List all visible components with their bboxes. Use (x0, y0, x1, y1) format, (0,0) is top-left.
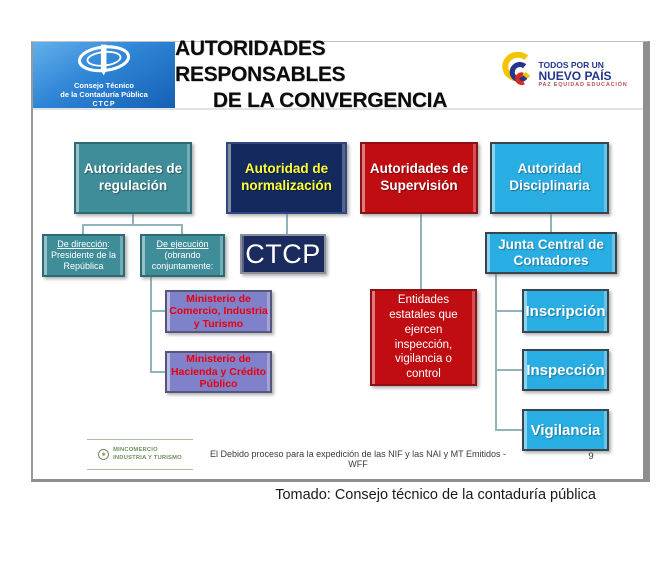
box-label: Ministerio de Comercio, Industria y Turi… (169, 292, 268, 330)
slide-title: AUTORIDADES RESPONSABLES DE LA CONVERGEN… (175, 37, 485, 112)
ctcp-logo: Consejo Técnico de la Contaduría Pública… (33, 42, 175, 108)
connector (82, 224, 183, 226)
box-label: Autoridades de regulación (83, 161, 183, 193)
connector (495, 310, 522, 312)
box-label: Vigilancia (530, 421, 601, 439)
box-label: Ministerio de Hacienda y Crédito Público (170, 353, 267, 391)
connector (286, 214, 288, 234)
connector (550, 214, 552, 232)
connector (150, 277, 152, 373)
connector (132, 214, 134, 224)
connector (495, 369, 522, 371)
page-number: 9 (588, 451, 594, 462)
box-autoridades-supervision: Autoridades de Supervisión (360, 142, 478, 214)
box-inspeccion: Inspección (522, 349, 609, 391)
box-de-direccion: De dirección: Presidente de la República (42, 234, 125, 277)
box-label: Autoridad Disciplinaria (509, 161, 590, 193)
title-line-1: AUTORIDADES RESPONSABLES (175, 36, 346, 86)
box-label: Junta Central de Contadores (498, 236, 604, 268)
box-vigilancia: Vigilancia (522, 409, 609, 451)
box-label: De dirección: Presidente de la República (50, 239, 117, 271)
connector (150, 310, 165, 312)
connector (495, 274, 497, 431)
box-label: Inscripción (525, 302, 606, 320)
box-ctcp: CTCP (240, 234, 326, 274)
connector (495, 429, 522, 431)
colombia-swirl-icon (500, 51, 534, 100)
connector (420, 214, 422, 289)
mincomercio-logo: ⚛ MINCOMERCIO INDUSTRIA Y TURISMO (87, 439, 193, 470)
box-label: CTCP (245, 238, 321, 269)
ctcp-logo-name-line1: Consejo Técnico (73, 81, 134, 90)
box-de-ejecucion: De ejecución (obrando conjuntamente: (140, 234, 225, 277)
ctcp-logo-name-line2: de la Contaduría Pública (60, 90, 148, 100)
box-ministerio-comercio: Ministerio de Comercio, Industria y Turi… (165, 290, 272, 333)
ctcp-oval-pen-icon (73, 42, 135, 81)
caption: Tomado: Consejo técnico de la contaduría… (275, 487, 596, 503)
gov-logo-text: TODOS POR UN NUEVO PAÍS PAZ EQUIDAD EDUC… (538, 59, 628, 89)
box-label: Autoridades de Supervisión (369, 161, 469, 193)
box-ministerio-hacienda: Ministerio de Hacienda y Crédito Público (165, 351, 272, 393)
gov-logo-tagline: PAZ EQUIDAD EDUCACIÓN (538, 82, 628, 89)
box-autoridades-regulacion: Autoridades de regulación (74, 142, 192, 214)
title-line-2: DE LA CONVERGENCIA (212, 89, 448, 113)
connector (82, 224, 84, 234)
box-label: Entidades estatales que ejercen inspecci… (389, 293, 458, 381)
box-inscripcion: Inscripción (522, 289, 609, 333)
box-label: Inspección (526, 361, 605, 379)
slide-header: Consejo Técnico de la Contaduría Pública… (33, 37, 643, 112)
footer-text: El Debido proceso para la expedición de … (210, 449, 506, 469)
mincomercio-logo-text: MINCOMERCIO INDUSTRIA Y TURISMO (113, 447, 182, 461)
box-entidades-estatales: Entidades estatales que ejercen inspecci… (370, 289, 477, 386)
mincomercio-seal-icon: ⚛ (98, 449, 110, 460)
box-autoridad-disciplinaria: Autoridad Disciplinaria (490, 142, 609, 214)
box-label: Autoridad de normalización (241, 161, 332, 193)
slide: Consejo Técnico de la Contaduría Pública… (31, 37, 650, 482)
connector (181, 224, 183, 234)
box-autoridad-normalizacion: Autoridad de normalización (226, 142, 347, 214)
connector (150, 371, 165, 373)
gov-logo-line1: TODOS POR UN (538, 59, 604, 70)
ctcp-logo-acronym: CTCP (92, 100, 116, 108)
gov-logo-line2: NUEVO PAÍS (538, 68, 612, 83)
box-junta-central: Junta Central de Contadores (485, 232, 617, 274)
gov-logo: TODOS POR UN NUEVO PAÍS PAZ EQUIDAD EDUC… (485, 42, 643, 108)
box-label: De ejecución (obrando conjuntamente: (151, 239, 214, 271)
